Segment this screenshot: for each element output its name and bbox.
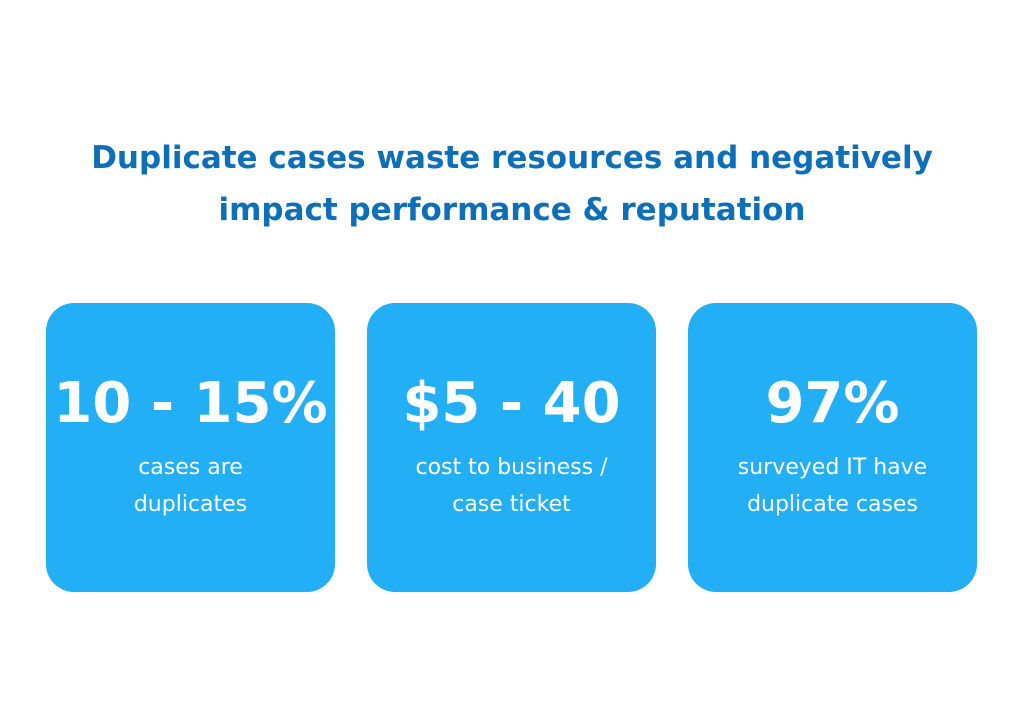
stat-value: 97% [765, 371, 900, 436]
caption-line: duplicate cases [747, 492, 918, 517]
stat-card: 10 - 15% cases are duplicates [46, 303, 335, 592]
caption-line: duplicates [133, 492, 248, 517]
caption-line: cases are [138, 455, 243, 480]
caption-line: cost to business / [415, 455, 608, 480]
stat-card: $5 - 40 cost to business / case ticket [367, 303, 656, 592]
stat-value: 10 - 15% [53, 371, 328, 436]
caption-line: surveyed IT have [737, 455, 928, 480]
caption: cost to business / case ticket [367, 449, 656, 523]
stat-card: 97% surveyed IT have duplicate cases [688, 303, 977, 592]
stat-value: $5 - 40 [402, 371, 621, 436]
caption-line: case ticket [452, 492, 571, 517]
title-line: impact performance & reputation [218, 192, 806, 228]
title: Duplicate cases waste resources and nega… [0, 132, 1024, 236]
caption: cases are duplicates [46, 449, 335, 523]
title-line: Duplicate cases waste resources and nega… [91, 140, 933, 176]
caption: surveyed IT have duplicate cases [688, 449, 977, 523]
